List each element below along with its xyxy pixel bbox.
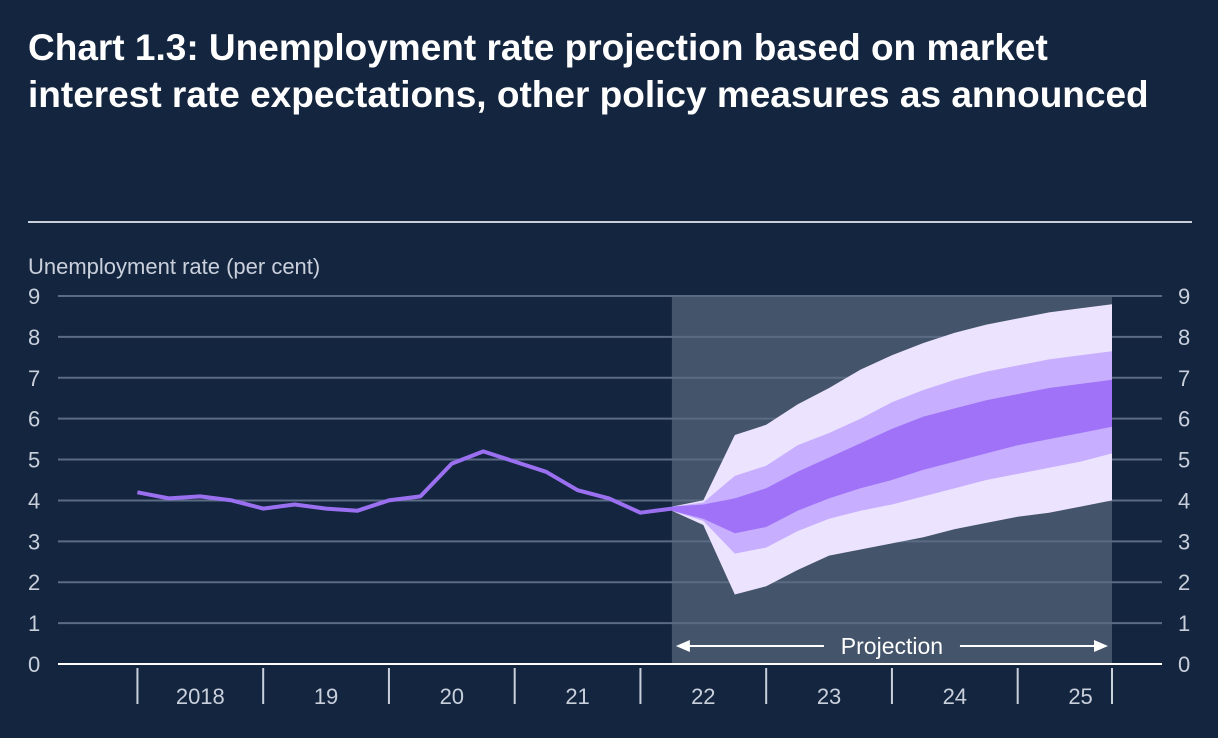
y-tick-label-right: 5: [1178, 448, 1190, 473]
y-tick-label-right: 9: [1178, 284, 1190, 309]
y-tick-label-left: 6: [28, 407, 40, 432]
y-tick-label-right: 6: [1178, 407, 1190, 432]
y-tick-label-left: 3: [28, 529, 40, 554]
y-tick-label-left: 1: [28, 611, 40, 636]
x-tick-label: 25: [1068, 684, 1092, 709]
y-tick-label-right: 2: [1178, 570, 1190, 595]
y-tick-label-left: 8: [28, 325, 40, 350]
x-tick-label: 20: [440, 684, 464, 709]
x-tick-label: 24: [943, 684, 967, 709]
y-tick-label-right: 7: [1178, 366, 1190, 391]
unemployment-chart: Unemployment rate (per cent) 0123456789 …: [0, 0, 1218, 738]
x-tick-label: 22: [691, 684, 715, 709]
y-tick-label-left: 9: [28, 284, 40, 309]
y-tick-label-right: 4: [1178, 488, 1190, 513]
y-tick-label-right: 1: [1178, 611, 1190, 636]
y-tick-label-right: 8: [1178, 325, 1190, 350]
y-axis-label: Unemployment rate (per cent): [28, 254, 320, 279]
y-tick-label-right: 0: [1178, 652, 1190, 677]
y-tick-label-left: 5: [28, 448, 40, 473]
projection-label: Projection: [841, 633, 943, 659]
x-tick-label: 23: [817, 684, 841, 709]
unemployment-outturn-line: [137, 451, 672, 512]
x-tick-label: 2018: [176, 684, 225, 709]
x-tick-label: 19: [314, 684, 338, 709]
y-tick-label-left: 4: [28, 488, 40, 513]
y-tick-label-left: 0: [28, 652, 40, 677]
x-tick-label: 21: [565, 684, 589, 709]
y-tick-label-left: 7: [28, 366, 40, 391]
y-tick-label-right: 3: [1178, 529, 1190, 554]
y-tick-label-left: 2: [28, 570, 40, 595]
